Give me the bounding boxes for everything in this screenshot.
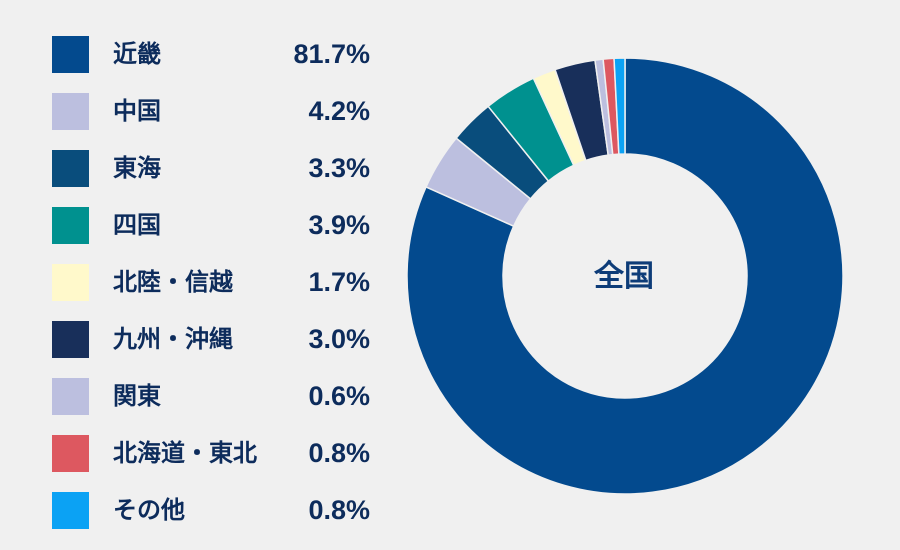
legend-value: 0.6% [308,381,370,411]
legend-swatch [52,36,89,73]
legend-swatch [52,207,89,244]
legend-value: 81.7% [293,39,370,69]
legend-value: 3.9% [308,210,370,240]
legend-value: 0.8% [308,495,370,525]
donut-hole [503,154,747,398]
legend-value: 3.3% [308,153,370,183]
legend-item: 東海 3.3% [0,134,380,190]
legend-item: その他 0.8% [0,476,380,532]
legend-value: 0.8% [308,438,370,468]
legend-swatch [52,93,89,130]
legend-swatch [52,321,89,358]
center-label: 全国 [594,259,654,294]
legend-item: 九州・沖縄 3.0% [0,305,380,361]
legend-label: 四国 [113,211,161,239]
legend-swatch [52,492,89,529]
legend-label: 北海道・東北 [113,439,257,467]
legend-label: 中国 [113,97,161,125]
legend-label: 九州・沖縄 [113,325,233,353]
legend-swatch [52,378,89,415]
legend-swatch [52,435,89,472]
legend-label: 関東 [113,382,161,410]
legend-label: 北陸・信越 [113,268,233,296]
legend-value: 1.7% [308,267,370,297]
legend-swatch [52,264,89,301]
legend-item: 中国 4.2% [0,77,380,133]
legend-item: 近畿 81.7% [0,20,380,76]
legend-item: 四国 3.9% [0,191,380,247]
legend-value: 4.2% [308,96,370,126]
legend-label: 近畿 [113,40,161,68]
legend-item: 北海道・東北 0.8% [0,419,380,475]
legend-item: 北陸・信越 1.7% [0,248,380,304]
legend-value: 3.0% [308,324,370,354]
legend-label: その他 [113,496,185,524]
legend-swatch [52,150,89,187]
legend-label: 東海 [113,154,161,182]
legend-item: 関東 0.6% [0,362,380,418]
